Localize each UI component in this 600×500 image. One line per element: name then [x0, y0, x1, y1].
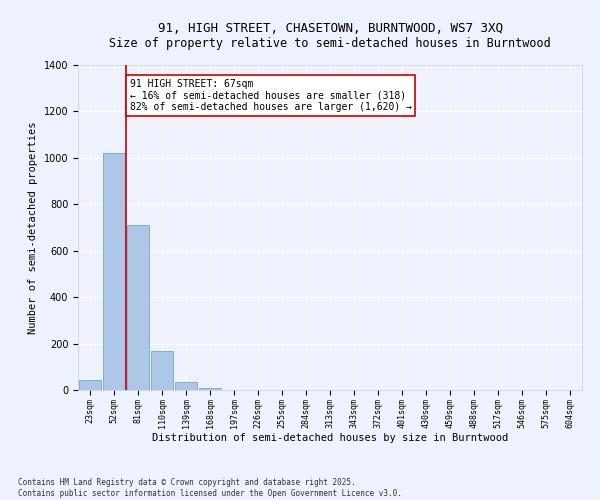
Bar — [127, 225, 149, 390]
Text: 91, HIGH STREET, CHASETOWN, BURNTWOOD, WS7 3XQ: 91, HIGH STREET, CHASETOWN, BURNTWOOD, W… — [157, 22, 503, 36]
X-axis label: Distribution of semi-detached houses by size in Burntwood: Distribution of semi-detached houses by … — [152, 433, 508, 443]
Bar — [199, 388, 221, 390]
Bar — [79, 380, 101, 390]
Text: 91 HIGH STREET: 67sqm
← 16% of semi-detached houses are smaller (318)
82% of sem: 91 HIGH STREET: 67sqm ← 16% of semi-deta… — [130, 79, 412, 112]
Bar — [151, 350, 173, 390]
Y-axis label: Number of semi-detached properties: Number of semi-detached properties — [28, 121, 38, 334]
Text: Size of property relative to semi-detached houses in Burntwood: Size of property relative to semi-detach… — [109, 38, 551, 51]
Bar — [175, 382, 197, 390]
Text: Contains HM Land Registry data © Crown copyright and database right 2025.
Contai: Contains HM Land Registry data © Crown c… — [18, 478, 402, 498]
Bar — [103, 153, 125, 390]
